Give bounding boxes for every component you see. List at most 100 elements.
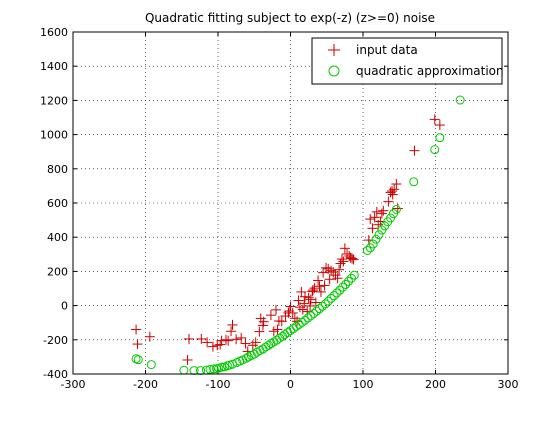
quadratic-approximation-point xyxy=(455,95,465,105)
x-tick-label: 200 xyxy=(425,378,446,391)
chart-title: Quadratic fitting subject to exp(-z) (z>… xyxy=(145,11,435,25)
input-data-point xyxy=(429,114,440,125)
input-data-point xyxy=(254,326,265,337)
input-data-point xyxy=(299,298,310,309)
quadratic-approximation-point xyxy=(362,246,372,256)
legend: input data quadratic approximation xyxy=(311,37,504,85)
y-tick-label: 1600 xyxy=(40,26,68,39)
input-data-point xyxy=(367,223,378,234)
quadratic-approximation-point xyxy=(252,347,262,357)
quadratic-approximation-point xyxy=(306,311,316,321)
legend-marker-input-data xyxy=(328,44,340,56)
input-data-point xyxy=(215,339,226,350)
input-data-point xyxy=(336,254,347,265)
input-data-point xyxy=(365,214,376,225)
y-tick-label: 1200 xyxy=(40,94,68,107)
quadratic-approximation-point xyxy=(368,239,378,249)
input-data-point xyxy=(132,339,143,350)
input-data-point xyxy=(227,319,238,330)
input-data-point xyxy=(272,324,283,335)
plot-area: -300 -200 -100 0 100 200 300 -400 -200 0 200 400 600… xyxy=(40,26,519,391)
input-data-point xyxy=(369,212,380,223)
input-data-point xyxy=(196,333,207,344)
input-data-point xyxy=(348,254,359,265)
quadratic-approximation-point xyxy=(315,304,324,314)
quadratic-approximation-point xyxy=(338,282,348,292)
input-data-point xyxy=(391,179,402,190)
quadratic-approximation-point xyxy=(146,360,156,370)
input-data-point xyxy=(131,324,142,335)
quadratic-approximation-point xyxy=(196,366,206,376)
quadratic-approximation-point xyxy=(374,230,384,240)
input-data-point xyxy=(297,304,308,315)
quadratic-approximation-point xyxy=(326,293,336,303)
input-data-point xyxy=(324,274,335,285)
quadratic-approximation-point xyxy=(341,279,351,289)
quadratic-approximation-point xyxy=(300,315,310,325)
x-tick-label: -300 xyxy=(61,378,86,391)
input-data-point xyxy=(231,334,242,345)
input-data-point xyxy=(276,316,287,327)
y-tick-label: 0 xyxy=(61,300,68,313)
series-layer xyxy=(131,95,465,376)
input-data-point xyxy=(409,145,420,156)
quadratic-approximation-point xyxy=(241,353,251,363)
x-tick-label: 100 xyxy=(353,378,374,391)
quadratic-approximation-point xyxy=(297,317,307,327)
input-data-point xyxy=(184,333,194,344)
y-tick-label: -200 xyxy=(43,334,68,347)
y-tick-label: 1000 xyxy=(40,129,68,142)
input-data-point xyxy=(315,286,326,297)
x-tick-label: 300 xyxy=(498,378,519,391)
ticks: -300 -200 -100 0 100 200 300 -400 -200 0 200 400 600… xyxy=(40,26,519,391)
input-data-point xyxy=(334,264,345,275)
y-tick-label: 800 xyxy=(47,163,68,176)
quadratic-approximation-point xyxy=(435,133,445,143)
input-data-point xyxy=(392,203,403,214)
quadratic-approximation-point xyxy=(303,313,313,323)
input-data-point xyxy=(314,281,325,292)
input-data-point xyxy=(387,189,398,200)
input-data-point xyxy=(339,243,350,254)
quadratic-approximation-point xyxy=(332,288,342,298)
input-data-point xyxy=(332,273,343,284)
y-tick-label: 600 xyxy=(47,197,68,210)
input-data-point xyxy=(389,184,400,195)
input-data-point xyxy=(285,301,296,312)
y-tick-label: 400 xyxy=(47,231,68,244)
input-data-point xyxy=(338,256,349,267)
quadratic-approximation-point xyxy=(320,299,330,309)
input-data-point xyxy=(240,338,251,349)
input-data-point xyxy=(321,262,332,273)
quadratic-approximation-point xyxy=(409,177,419,187)
input-data-point xyxy=(250,337,261,348)
input-data-point xyxy=(326,265,337,276)
input-data-point xyxy=(265,310,276,321)
quadratic-approximation-point xyxy=(430,145,440,155)
input-data-point xyxy=(202,337,213,348)
x-tick-label: -100 xyxy=(206,378,231,391)
quadratic-approximation-point xyxy=(391,204,401,214)
quadratic-approximation-point xyxy=(344,276,353,286)
quadratic-approximation-point xyxy=(309,308,319,318)
input-data-point xyxy=(371,206,382,217)
legend-label-quadratic-approximation: quadratic approximation xyxy=(356,64,504,78)
axes-box xyxy=(72,31,509,375)
quadratic-approximation-point xyxy=(189,366,199,376)
x-tick-label: 0 xyxy=(287,378,294,391)
input-data-point xyxy=(293,295,304,306)
input-data-point xyxy=(144,331,155,342)
input-data-point xyxy=(303,292,314,303)
input-data-point xyxy=(258,316,269,327)
input-data-point xyxy=(307,285,318,296)
quadratic-approximation-point xyxy=(371,234,381,244)
x-tick-label: -200 xyxy=(133,378,158,391)
quadratic-approximation-point xyxy=(346,273,356,283)
input-data-point xyxy=(271,304,281,315)
input-data-point xyxy=(383,196,394,207)
input-data-point xyxy=(220,334,231,345)
series-quadratic-approximation xyxy=(131,95,465,376)
quadratic-approximation-point xyxy=(335,285,345,295)
